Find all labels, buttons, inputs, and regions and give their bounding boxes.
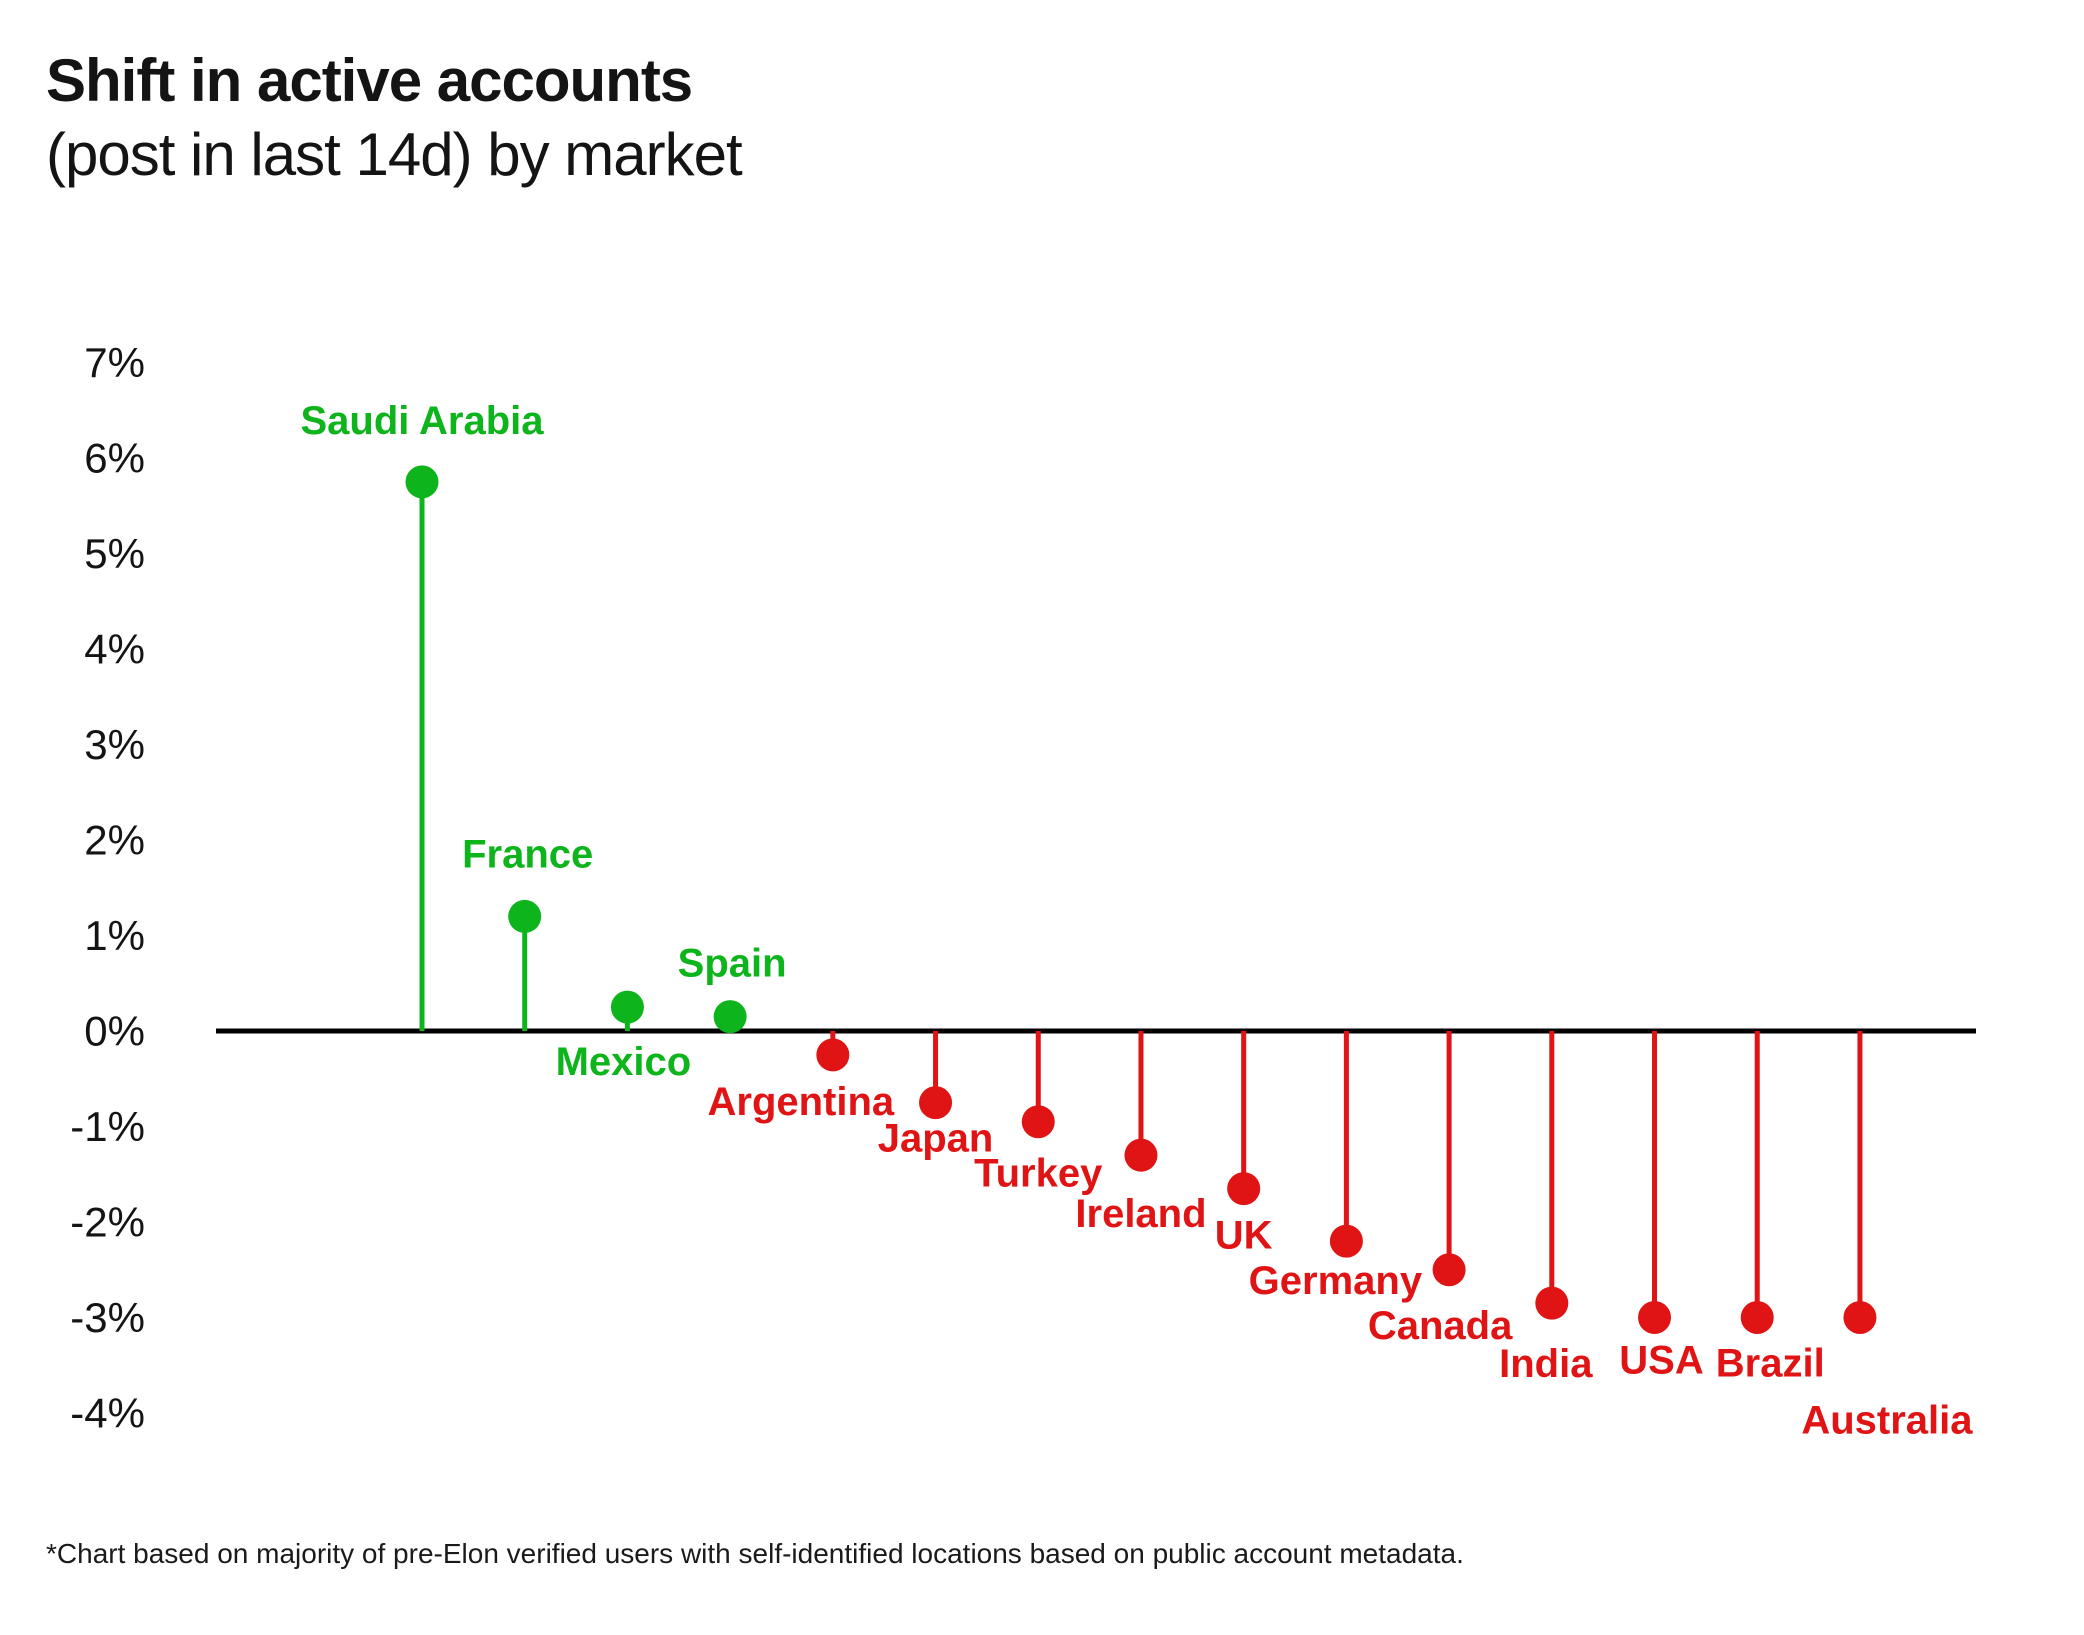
label-australia: Australia [1801, 1399, 1973, 1443]
dot-germany [1329, 1224, 1363, 1258]
dot-turkey [1021, 1105, 1055, 1139]
label-canada: Canada [1368, 1304, 1513, 1348]
y-tick-label: 4% [84, 626, 145, 673]
dot-australia [1843, 1301, 1877, 1334]
label-india: India [1499, 1342, 1593, 1386]
label-uk: UK [1215, 1214, 1273, 1258]
y-tick-label: -3% [70, 1294, 145, 1341]
label-ireland: Ireland [1075, 1192, 1206, 1236]
y-tick-label: 5% [84, 530, 145, 577]
label-france: France [462, 832, 593, 876]
dot-india [1535, 1286, 1569, 1320]
dot-usa [1638, 1301, 1672, 1334]
chart-title-line1: Shift in active accounts [46, 47, 693, 114]
label-usa: USA [1619, 1339, 1703, 1383]
y-tick-label: 6% [84, 435, 145, 482]
y-tick-label: 3% [84, 721, 145, 768]
dot-spain [713, 1000, 747, 1034]
label-brazil: Brazil [1716, 1342, 1825, 1386]
label-germany: Germany [1249, 1259, 1423, 1303]
dot-canada [1432, 1253, 1466, 1287]
y-tick-label: -2% [70, 1199, 145, 1246]
y-tick-label: 2% [84, 817, 145, 864]
chart-title-line2: (post in last 14d) by market [46, 121, 743, 188]
dot-brazil [1740, 1301, 1774, 1334]
chart-title: Shift in active accounts (post in last 1… [46, 44, 743, 192]
dot-france [508, 899, 542, 933]
label-turkey: Turkey [974, 1152, 1103, 1196]
dot-argentina [816, 1038, 850, 1072]
label-japan: Japan [878, 1117, 994, 1161]
dot-saudi-arabia [405, 465, 439, 499]
dot-japan [919, 1086, 953, 1120]
dot-ireland [1124, 1138, 1158, 1172]
dot-mexico [610, 990, 644, 1024]
label-argentina: Argentina [707, 1080, 894, 1124]
chart-footnote: *Chart based on majority of pre-Elon ver… [46, 1538, 1464, 1569]
dot-uk [1227, 1172, 1261, 1206]
label-spain: Spain [678, 942, 787, 986]
y-tick-label: 0% [84, 1008, 145, 1055]
y-tick-label: -4% [70, 1390, 145, 1437]
label-mexico: Mexico [556, 1040, 692, 1084]
y-tick-label: 1% [84, 912, 145, 959]
label-saudi-arabia: Saudi Arabia [300, 399, 544, 443]
y-tick-label: -1% [70, 1103, 145, 1150]
y-tick-label: 7% [84, 339, 145, 386]
